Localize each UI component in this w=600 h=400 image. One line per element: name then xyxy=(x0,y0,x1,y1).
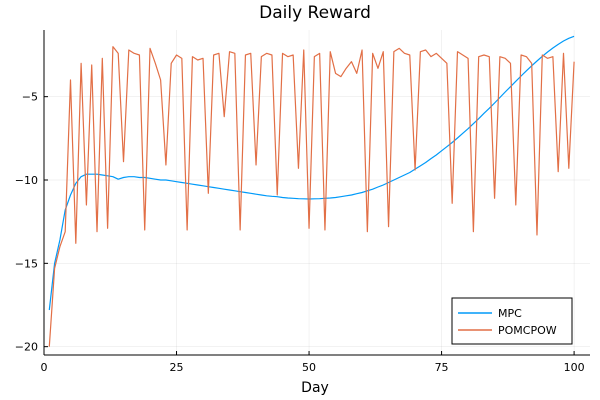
series-lines xyxy=(48,35,575,347)
y-tick-label: −20 xyxy=(15,341,38,354)
series-line-mpc xyxy=(48,35,575,311)
y-tick-label: −10 xyxy=(15,174,38,187)
x-tick-label: 75 xyxy=(435,361,449,374)
y-tick-label: −5 xyxy=(22,91,38,104)
axes xyxy=(43,30,590,356)
legend-label: MPC xyxy=(498,307,522,320)
x-tick-label: 50 xyxy=(302,361,316,374)
chart-title: Daily Reward xyxy=(259,3,371,23)
x-axis-label: Day xyxy=(301,380,329,396)
legend: MPC POMCPOW xyxy=(451,297,573,345)
y-tick-label: −15 xyxy=(15,257,38,270)
x-tick-label: 25 xyxy=(170,361,184,374)
legend-box xyxy=(451,297,573,345)
legend-label: POMCPOW xyxy=(498,324,557,337)
x-tick-label: 100 xyxy=(564,361,585,374)
tick-labels: 0 25 50 75 100 −20 −15 −10 −5 xyxy=(15,91,585,374)
series-line-pomcpow xyxy=(48,46,575,347)
x-tick-label: 0 xyxy=(41,361,48,374)
grid xyxy=(43,30,590,355)
